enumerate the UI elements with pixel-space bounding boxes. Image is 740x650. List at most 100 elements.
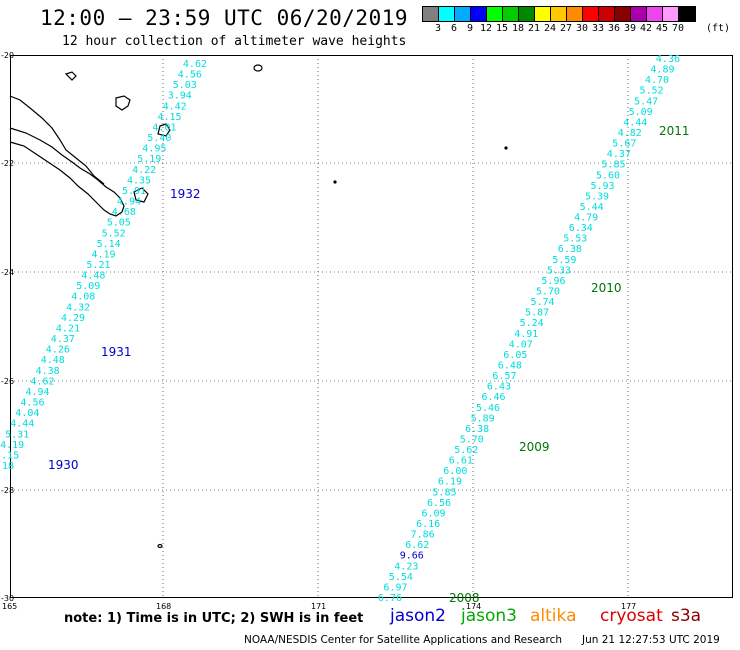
track-layer: 4.624.565.033.944.424.154.015.404.955.19… bbox=[0, 54, 680, 604]
wave-height-value: 5.54 bbox=[389, 572, 413, 583]
pass-id-label: 2009 bbox=[519, 440, 550, 454]
pass-id-label: 2008 bbox=[449, 591, 480, 605]
wave-height-value: 4.21 bbox=[56, 324, 80, 335]
lon-label: 177 bbox=[621, 602, 636, 611]
wave-height-value: 5.05 bbox=[107, 218, 131, 229]
small-islands bbox=[333, 146, 508, 184]
wave-height-value: 4.48 bbox=[41, 355, 65, 366]
legend-swatch bbox=[423, 7, 439, 21]
wave-height-value: 5.87 bbox=[525, 308, 549, 319]
wave-height-value: 4.26 bbox=[46, 345, 70, 356]
wave-height-value: 5.62 bbox=[454, 445, 478, 456]
satellite-name: jason2 bbox=[390, 606, 446, 626]
color-legend bbox=[422, 6, 696, 22]
legend-label: 70 bbox=[671, 23, 685, 34]
wave-height-value: 5.85 bbox=[601, 160, 625, 171]
wave-height-value: 5.09 bbox=[76, 281, 100, 292]
wave-height-value: 5.19 bbox=[137, 154, 161, 165]
pass-id-label: 1931 bbox=[101, 345, 132, 359]
legend-swatch bbox=[583, 7, 599, 21]
lat-label: -22 bbox=[1, 159, 14, 168]
map-frame bbox=[10, 55, 733, 598]
wave-height-value: 5.85 bbox=[432, 487, 456, 498]
legend-swatch bbox=[551, 7, 567, 21]
wave-height-value: 4.89 bbox=[650, 65, 674, 76]
wave-height-value: 4.07 bbox=[509, 339, 533, 350]
lat-label: -26 bbox=[1, 377, 14, 386]
legend-label: 21 bbox=[527, 23, 541, 34]
graticule bbox=[10, 55, 733, 598]
wave-height-value: 4.32 bbox=[66, 302, 90, 313]
legend-label: 18 bbox=[511, 23, 525, 34]
chart-title: 12:00 – 23:59 UTC 06/20/2019 bbox=[40, 6, 409, 30]
wave-height-value: 4.38 bbox=[36, 366, 60, 377]
wave-height-value: 5.31 bbox=[5, 429, 29, 440]
wave-height-value: 6.76 bbox=[378, 593, 402, 604]
wave-height-value: 4.68 bbox=[112, 207, 136, 218]
wave-height-value: 5.33 bbox=[547, 265, 571, 276]
wave-height-value: 4.44 bbox=[10, 419, 34, 430]
legend-swatch bbox=[631, 7, 647, 21]
wave-height-value: 4.91 bbox=[514, 329, 538, 340]
island-lifou bbox=[133, 187, 149, 203]
wave-height-value: 4.23 bbox=[394, 561, 418, 572]
wave-height-value: 4.01 bbox=[152, 123, 176, 134]
legend-label: 12 bbox=[479, 23, 493, 34]
lon-label: 168 bbox=[156, 602, 171, 611]
wave-height-value: 4.62 bbox=[183, 59, 207, 70]
wave-height-value: 7.86 bbox=[411, 530, 435, 541]
pass-id-label: 2011 bbox=[659, 124, 690, 138]
wave-height-value: 5.59 bbox=[552, 255, 576, 266]
wave-height-value: 4.56 bbox=[20, 398, 44, 409]
wave-height-value: 4.94 bbox=[117, 197, 141, 208]
satellite-name: altika bbox=[530, 606, 577, 626]
wave-height-value: 6.19 bbox=[438, 477, 462, 488]
legend-swatch bbox=[647, 7, 663, 21]
lat-label: -28 bbox=[1, 486, 14, 495]
satellite-name: s3a bbox=[671, 606, 702, 626]
wave-height-value: 6.05 bbox=[503, 350, 527, 361]
new-caledonia-inner-shore bbox=[9, 95, 105, 185]
wave-height-value: 4.29 bbox=[61, 313, 85, 324]
wave-height-value: 4.19 bbox=[92, 249, 116, 260]
wave-height-value: 6.00 bbox=[443, 466, 467, 477]
legend-label: 15 bbox=[495, 23, 509, 34]
island-north bbox=[64, 71, 77, 81]
legend-label: 36 bbox=[607, 23, 621, 34]
wave-height-value: 4.95 bbox=[142, 144, 166, 155]
island-small-b bbox=[157, 543, 163, 549]
wave-height-value: 6.38 bbox=[465, 424, 489, 435]
wave-height-value: 5.03 bbox=[173, 80, 197, 91]
wave-height-value: 4.37 bbox=[607, 149, 631, 160]
wave-height-value: 5.93 bbox=[591, 181, 615, 192]
lat-label: -24 bbox=[1, 268, 14, 277]
wave-height-value: 5.52 bbox=[102, 228, 126, 239]
pass-label-layer: 1932 1931 1930 2011 2010 2009 2008 bbox=[48, 124, 690, 605]
island-dot bbox=[333, 180, 337, 184]
wave-height-value: 5.74 bbox=[531, 297, 555, 308]
legend-swatch bbox=[519, 7, 535, 21]
wave-height-value: 5.70 bbox=[536, 287, 560, 298]
wave-height-value: 6.57 bbox=[492, 371, 516, 382]
legend-swatch bbox=[615, 7, 631, 21]
island-east bbox=[157, 123, 171, 137]
footer-note: note: 1) Time is in UTC; 2) SWH is in fe… bbox=[64, 611, 364, 626]
wave-height-value: 5.91 bbox=[122, 186, 146, 197]
legend-swatch bbox=[439, 7, 455, 21]
wave-height-value: 4.08 bbox=[71, 292, 95, 303]
wave-height-value: 6.48 bbox=[498, 361, 522, 372]
legend-label: 6 bbox=[450, 23, 458, 34]
wave-height-value: 4.56 bbox=[178, 70, 202, 81]
wave-height-value: 5.70 bbox=[460, 435, 484, 446]
wave-height-value: 5.53 bbox=[563, 234, 587, 245]
lat-label: -30 bbox=[1, 594, 14, 603]
wave-height-value: 5.89 bbox=[471, 413, 495, 424]
credit-text: NOAA/NESDIS Center for Satellite Applica… bbox=[244, 634, 562, 646]
legend-label: 30 bbox=[575, 23, 589, 34]
lon-label: 165 bbox=[2, 602, 17, 611]
wave-height-value: 5.46 bbox=[476, 403, 500, 414]
timestamp: Jun 21 12:27:53 UTC 2019 bbox=[582, 634, 720, 646]
legend-swatch bbox=[567, 7, 583, 21]
island-dot bbox=[504, 146, 508, 150]
